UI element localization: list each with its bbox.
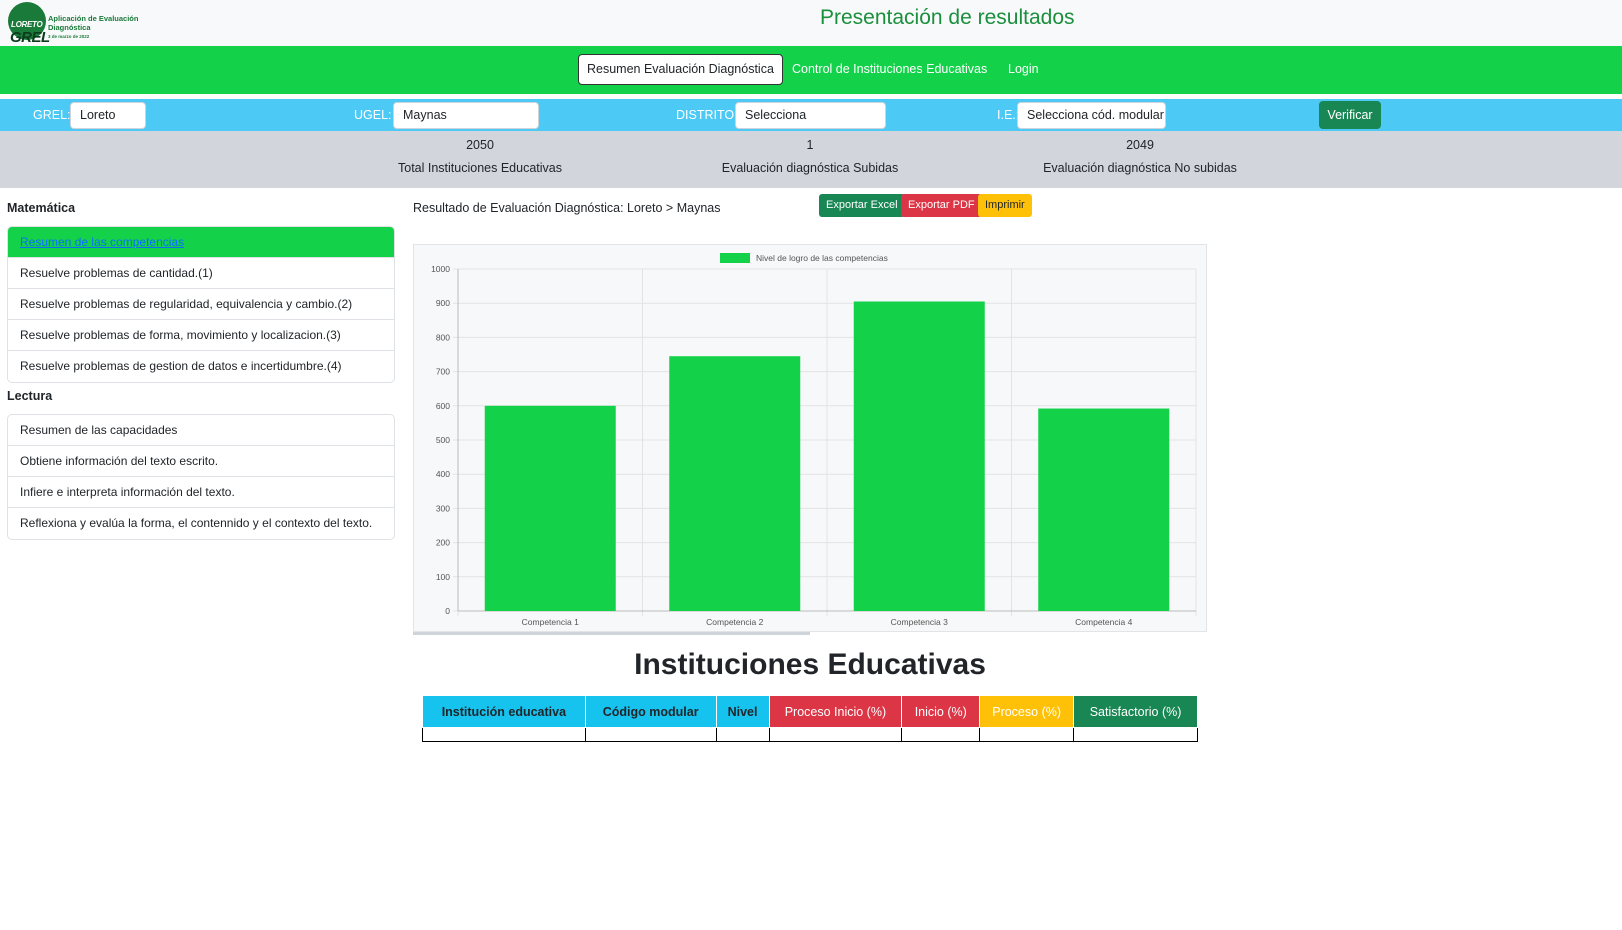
bar-1: [484, 405, 616, 611]
chart-scrollbar[interactable]: [413, 632, 810, 635]
ie-select[interactable]: Selecciona cód. modular: [1017, 102, 1166, 129]
grel-logo[interactable]: LORETO GREL Aplicación de Evaluación Dia…: [8, 2, 158, 46]
table-cell: [715, 727, 770, 742]
table-cell: [979, 727, 1075, 742]
nav-resumen-evaluacion[interactable]: Resumen Evaluación Diagnóstica: [578, 54, 783, 85]
print-button[interactable]: Imprimir: [978, 194, 1032, 217]
table-cell: [768, 727, 903, 742]
bar-chart-svg: 0 100 200 300 400 500 600 700 800 900 1000 Competen…: [431, 253, 1197, 627]
list-item-obtiene-informacion[interactable]: Obtiene información del texto escrito.: [8, 446, 394, 477]
stat-total-value: 2050: [466, 138, 494, 152]
th-inicio: Inicio (%): [901, 695, 981, 728]
y-tick-label: 400: [436, 469, 450, 479]
ugel-label: UGEL:: [354, 108, 392, 122]
result-title: Resultado de Evaluación Diagnóstica: Lor…: [413, 201, 721, 215]
table-cell: [901, 727, 981, 742]
y-tick-label: 600: [436, 401, 450, 411]
stat-subidas-label: Evaluación diagnóstica Subidas: [721, 161, 899, 175]
page-title: Presentación de resultados: [820, 6, 1075, 29]
th-proceso: Proceso (%): [979, 695, 1075, 728]
nav-login[interactable]: Login: [1008, 62, 1039, 76]
list-item-resumen-capacidades[interactable]: Resumen de las capacidades: [8, 415, 394, 446]
list-item-resumen-competencias[interactable]: Resumen de las competencias: [8, 227, 394, 258]
ugel-select[interactable]: Maynas: [393, 102, 539, 129]
y-tick-label: 100: [436, 572, 450, 582]
th-satisfactorio: Satisfactorio (%): [1073, 695, 1198, 728]
list-item-regularidad[interactable]: Resuelve problemas de regularidad, equiv…: [8, 289, 394, 320]
ie-label: I.E.:: [997, 108, 1020, 122]
stat-no-subidas-value: 2049: [1126, 138, 1154, 152]
export-pdf-button[interactable]: Exportar PDF: [901, 194, 982, 217]
grel-select[interactable]: Loreto: [70, 102, 146, 129]
stat-no-subidas-label: Evaluación diagnóstica No subidas: [1043, 161, 1237, 175]
nav-control-instituciones[interactable]: Control de Instituciones Educativas: [792, 62, 988, 76]
filter-bar: GREL: Loreto UGEL: Maynas DISTRITO: Sele…: [0, 99, 1622, 131]
stats-panel: 2050 Total Instituciones Educativas 1 Ev…: [0, 131, 1622, 188]
export-excel-button[interactable]: Exportar Excel: [819, 194, 905, 217]
th-institucion: Institución educativa: [422, 695, 586, 728]
y-tick-label: 500: [436, 435, 450, 445]
logo-loreto-text: LORETO: [11, 20, 43, 29]
list-item-forma[interactable]: Resuelve problemas de forma, movimiento …: [8, 320, 394, 351]
y-tick-label: 900: [436, 298, 450, 308]
y-tick-label: 300: [436, 503, 450, 513]
stat-subidas-value: 1: [806, 138, 814, 152]
table-cell: [584, 727, 717, 742]
lectura-title: Lectura: [7, 389, 53, 403]
x-tick-label: Competencia 2: [706, 617, 763, 627]
th-codigo-modular: Código modular: [584, 695, 717, 728]
y-tick-label: 700: [436, 367, 450, 377]
logo-grel-text: GREL: [10, 29, 50, 46]
legend-label: Nivel de logro de las competencias: [756, 253, 888, 263]
logo-date: 3 de marzo de 2022: [48, 34, 90, 39]
bar-3: [853, 301, 985, 611]
logo-app-name: Aplicación de Evaluación Diagnóstica: [48, 14, 139, 32]
x-tick-label: Competencia 3: [891, 617, 948, 627]
y-tick-label: 0: [445, 606, 450, 616]
table-row: [422, 727, 1198, 742]
list-item-reflexiona[interactable]: Reflexiona y evalúa la forma, el contenn…: [20, 516, 373, 530]
verify-button[interactable]: Verificar: [1319, 101, 1381, 129]
bar-4: [1038, 408, 1170, 611]
y-tick-label: 1000: [431, 264, 450, 274]
table-cell: [422, 727, 586, 742]
table-header-row: Institución educativa Código modular Niv…: [422, 695, 1198, 728]
x-tick-label: Competencia 4: [1075, 617, 1132, 627]
y-tick-label: 800: [436, 332, 450, 342]
lectura-list: Resumen de las capacidades Obtiene infor…: [7, 414, 395, 540]
x-tick-label: Competencia 1: [522, 617, 579, 627]
grel-label: GREL:: [33, 108, 71, 122]
instituciones-table: Institución educativa Código modular Niv…: [422, 695, 1198, 742]
logo-emblem: [8, 2, 46, 40]
th-nivel: Nivel: [715, 695, 770, 728]
matematica-list: Resumen de las competencias Resuelve pro…: [7, 226, 395, 383]
app-header: LORETO GREL Aplicación de Evaluación Dia…: [0, 0, 1622, 46]
distrito-select[interactable]: Selecciona: [735, 102, 886, 129]
competencias-chart: 0 100 200 300 400 500 600 700 800 900 1000 Competen…: [413, 244, 1207, 632]
legend-swatch: [720, 253, 750, 263]
matematica-title: Matemática: [7, 201, 76, 215]
bar-2: [669, 356, 801, 611]
table-title: Instituciones Educativas: [634, 648, 986, 681]
table-cell: [1073, 727, 1198, 742]
y-tick-label: 200: [436, 538, 450, 548]
resumen-competencias-link[interactable]: Resumen de las competencias: [20, 235, 185, 249]
main-nav: Resumen Evaluación Diagnóstica Control d…: [0, 46, 1622, 94]
list-item-infiere[interactable]: Infiere e interpreta información del tex…: [8, 477, 394, 508]
stat-total-label: Total Instituciones Educativas: [398, 161, 562, 175]
th-proceso-inicio: Proceso Inicio (%): [768, 695, 903, 728]
list-item-gestion-datos[interactable]: Resuelve problemas de gestion de datos e…: [20, 359, 342, 373]
distrito-label: DISTRITO:: [676, 108, 738, 122]
list-item-cantidad[interactable]: Resuelve problemas de cantidad.(1): [8, 258, 394, 289]
